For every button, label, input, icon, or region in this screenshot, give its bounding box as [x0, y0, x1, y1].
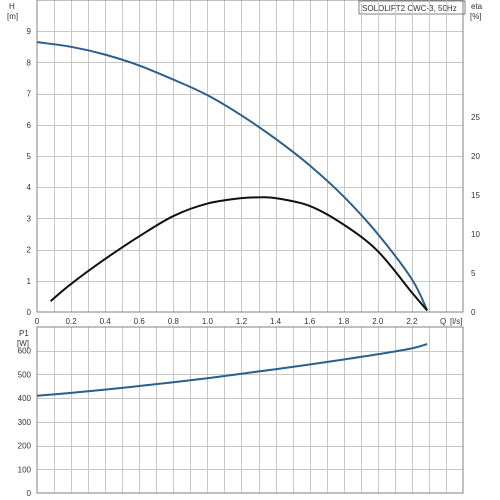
y-right-tick-label: 20: [471, 152, 480, 161]
power-tick-label: 300: [18, 418, 32, 427]
y-left-tick-label: 0: [27, 308, 32, 317]
x-tick-label: 1.2: [236, 317, 248, 326]
y-left-axis-unit: [m]: [7, 12, 18, 21]
power-tick-label: 400: [18, 394, 32, 403]
power-axis-unit: [W]: [17, 339, 29, 348]
chart-title: SOLOLIFT2 CWC-3, 50Hz: [362, 4, 457, 13]
y-left-tick-label: 6: [27, 121, 32, 130]
y-left-tick-label: 8: [27, 58, 32, 67]
power-series: [36, 343, 428, 397]
power-axis-label: P1: [19, 329, 29, 338]
y-left-tick-label: 4: [27, 183, 32, 192]
x-tick-label: 1.8: [338, 317, 350, 326]
head-efficiency-frame: [36, 0, 464, 313]
power-tick-label: 0: [27, 489, 32, 498]
y-left-axis-label: H: [9, 2, 15, 11]
x-tick-label: 0.4: [100, 317, 112, 326]
y-right-axis-unit: [%]: [470, 12, 482, 21]
y-right-axis-label: eta: [471, 2, 483, 11]
y-left-tick-label: 7: [27, 90, 32, 99]
y-left-tick-label: 5: [27, 152, 32, 161]
y-left-tick-label: 9: [27, 27, 32, 36]
x-tick-label: 0.2: [66, 317, 78, 326]
head-curve: [36, 41, 429, 311]
head-efficiency-grid: [37, 0, 463, 312]
x-tick-label: 0: [35, 317, 40, 326]
y-left-tick-label: 1: [27, 277, 32, 286]
power-ticks: 0 100 200 300 400 500 600: [18, 347, 32, 498]
x-tick-label: 2.2: [406, 317, 418, 326]
y-right-tick-label: 0: [471, 308, 476, 317]
head-efficiency-ticks: 0 0.2 0.4 0.6 0.8 1.0 1.2 1.4 1.6 1.8 2.0 2.2 0 1 2 3 4 5…: [27, 27, 481, 326]
y-right-tick-label: 10: [471, 230, 480, 239]
y-left-tick-label: 3: [27, 214, 32, 223]
power-curve: [36, 343, 428, 397]
power-frame: [36, 326, 464, 494]
x-tick-label: 0.8: [168, 317, 180, 326]
y-right-tick-label: 5: [471, 269, 476, 278]
head-efficiency-series: [36, 41, 429, 312]
y-left-tick-label: 2: [27, 246, 32, 255]
efficiency-curve: [49, 196, 428, 312]
power-grid: [37, 327, 463, 493]
power-tick-label: 200: [18, 442, 32, 451]
y-right-tick-label: 25: [471, 113, 480, 122]
x-axis-label: Q: [440, 317, 446, 326]
x-tick-label: 1.0: [202, 317, 214, 326]
power-panel: 0 100 200 300 400 500 600 P1 [W]: [17, 326, 464, 498]
head-efficiency-panel: 0 0.2 0.4 0.6 0.8 1.0 1.2 1.4 1.6 1.8 2.0 2.2 0 1 2 3 4 5…: [7, 0, 483, 326]
x-tick-label: 2.0: [372, 317, 384, 326]
power-tick-label: 100: [18, 465, 32, 474]
x-tick-label: 1.4: [270, 317, 282, 326]
y-right-tick-label: 15: [471, 191, 480, 200]
power-tick-label: 600: [18, 347, 32, 356]
x-tick-label: 0.6: [134, 317, 146, 326]
power-tick-label: 500: [18, 370, 32, 379]
x-tick-label: 1.6: [304, 317, 316, 326]
x-axis-unit: [l/s]: [450, 317, 462, 326]
